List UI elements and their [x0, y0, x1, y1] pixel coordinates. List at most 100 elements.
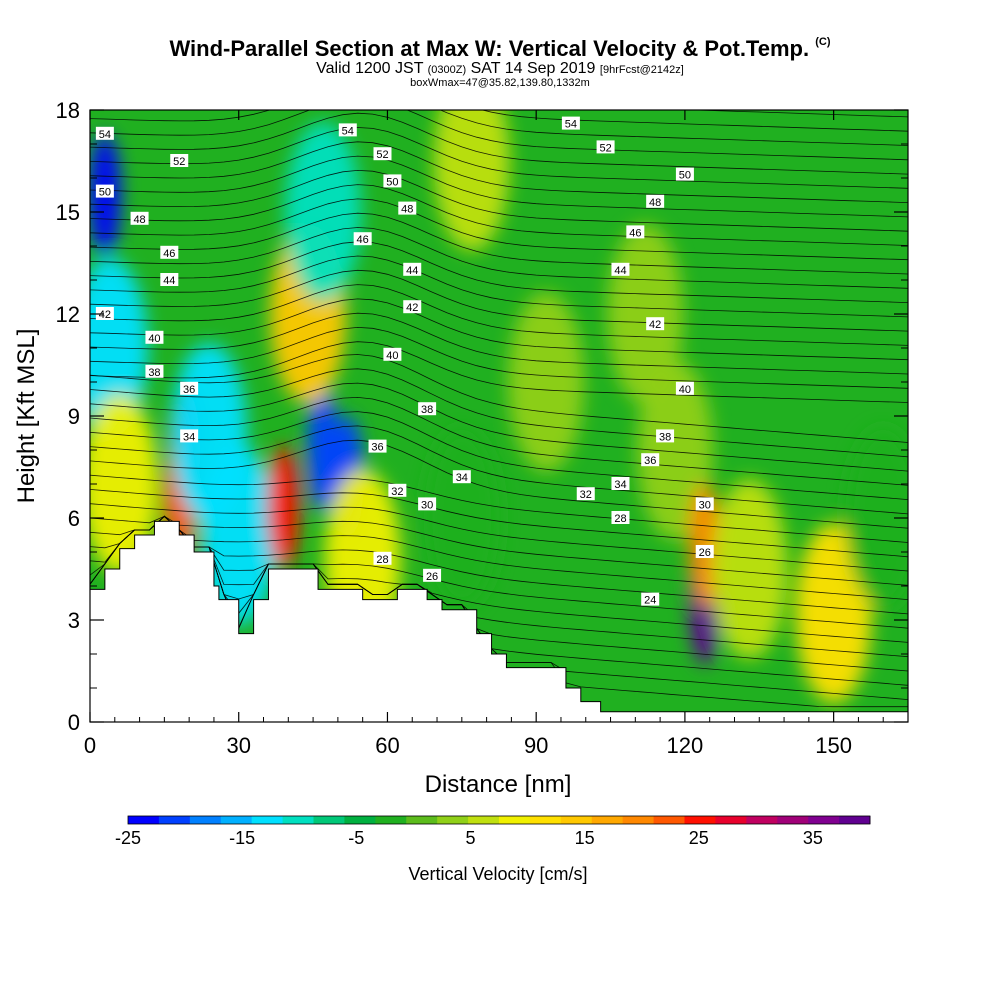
contour-label-box: [95, 184, 114, 198]
contour-label-box: [611, 511, 630, 524]
contour-label-box: [403, 300, 422, 314]
isentrope-30: [90, 198, 908, 261]
contour-label-box: [403, 262, 422, 276]
y-tick-label: 15: [56, 200, 80, 225]
contour-label-text: 24: [644, 595, 656, 607]
isentrope-14: [90, 425, 908, 515]
contour-label-52: 52: [170, 154, 189, 168]
isentrope-20: [90, 341, 908, 403]
contour-label-text: 30: [699, 499, 711, 511]
contour-label-box: [576, 487, 595, 501]
contour-label-30: 30: [695, 497, 714, 511]
contour-label-text: 54: [342, 125, 354, 137]
contour-label-36: 36: [180, 381, 199, 396]
contour-label-text: 26: [426, 571, 438, 583]
colorbar-swatch: [313, 816, 345, 824]
contour-label-box: [611, 477, 630, 490]
colorbar-tick-label: -5: [348, 828, 364, 848]
isentrope-16: [90, 396, 908, 486]
contour-label-52: 52: [373, 147, 392, 161]
contour-label-28: 28: [611, 511, 630, 525]
contour-label-box: [646, 194, 665, 208]
contour-label-box: [398, 201, 417, 215]
contour-label-text: 38: [421, 404, 433, 416]
isentrope-29: [90, 212, 908, 275]
isentrope-26: [90, 255, 908, 318]
contour-label-text: 28: [614, 513, 626, 525]
isentrope-28: [90, 227, 908, 289]
contour-label-box: [695, 545, 714, 558]
y-tick-label: 18: [56, 98, 80, 123]
colorbar-swatch: [128, 816, 160, 824]
isentrope-19: [90, 354, 908, 443]
colorbar-swatch: [529, 816, 562, 824]
y-tick-label: 3: [68, 608, 80, 633]
isentrope-22: [90, 312, 908, 375]
contour-label-box: [452, 470, 471, 484]
contour-label-text: 32: [580, 489, 592, 501]
colorbar-tick-label: 35: [803, 828, 823, 848]
contour-label-text: 48: [133, 214, 145, 226]
contour-label-text: 40: [148, 333, 160, 345]
contour-label-text: 46: [357, 234, 369, 246]
contour-label-box: [596, 140, 615, 154]
isentrope-4: [90, 515, 908, 658]
colorbar-swatch: [560, 816, 593, 824]
x-tick-label: 0: [84, 733, 96, 758]
contour-labels: 5452504846444240383634545250484644424038…: [95, 116, 714, 607]
isentrope-15: [90, 411, 908, 500]
contour-label-box: [95, 126, 114, 140]
contour-label-box: [656, 429, 675, 443]
colorbar-swatch: [715, 816, 747, 824]
contour-label-text: 30: [421, 499, 433, 511]
colorbar-swatch: [406, 816, 438, 824]
contour-label-44: 44: [160, 273, 179, 287]
contour-label-54: 54: [338, 123, 357, 137]
contour-label-text: 44: [163, 275, 175, 287]
isentrope-24: [90, 284, 908, 346]
contour-label-text: 26: [699, 547, 711, 559]
contour-label-24: 24: [641, 592, 660, 607]
x-tick-label: 60: [375, 733, 399, 758]
contour-label-50: 50: [95, 184, 114, 199]
velocity-cell-22: [845, 428, 908, 608]
chart-title: Wind-Parallel Section at Max W: Vertical…: [169, 36, 831, 61]
x-tick-label: 90: [524, 733, 548, 758]
x-tick-label: 150: [815, 733, 852, 758]
x-tick-label: 30: [226, 733, 250, 758]
contour-label-box: [561, 116, 580, 130]
colorbar-swatch: [189, 816, 222, 824]
contour-label-text: 48: [401, 204, 413, 216]
contour-label-text: 48: [649, 197, 661, 209]
isentrope-38: [90, 110, 908, 146]
velocity-cell-20: [711, 479, 788, 659]
x-axis-label: Distance [nm]: [425, 771, 572, 798]
contour-label-text: 40: [386, 350, 398, 362]
contour-label-text: 50: [679, 170, 691, 182]
contour-label-text: 38: [659, 431, 671, 443]
contour-label-42: 42: [646, 317, 665, 331]
y-tick-label: 12: [56, 302, 80, 327]
contour-label-46: 46: [353, 232, 372, 246]
colorbar-tick-label: 15: [575, 828, 595, 848]
isentrope-11: [90, 489, 908, 558]
contour-label-32: 32: [388, 483, 407, 498]
velocity-cell-2: [90, 394, 158, 574]
contour-label-42: 42: [95, 307, 114, 321]
valid-utc: (0300Z): [427, 64, 467, 76]
velocity-cell-14: [433, 110, 510, 251]
isentrope-18: [90, 368, 908, 458]
colorbar-swatch: [468, 816, 500, 824]
contour-label-box: [383, 174, 402, 188]
isentrope-36: [90, 112, 908, 175]
contour-label-box: [338, 123, 357, 137]
isentrope-17: [90, 382, 908, 472]
colorbar-swatch: [344, 816, 376, 824]
contour-label-box: [418, 497, 437, 511]
colorbar-swatch: [777, 816, 809, 824]
plot-area: 5452504846444240383634545250484644424038…: [89, 109, 909, 723]
contour-label-text: 42: [649, 319, 661, 331]
isentrope-25: [90, 269, 908, 332]
contour-label-box: [145, 364, 164, 378]
contour-label-34: 34: [180, 429, 199, 443]
